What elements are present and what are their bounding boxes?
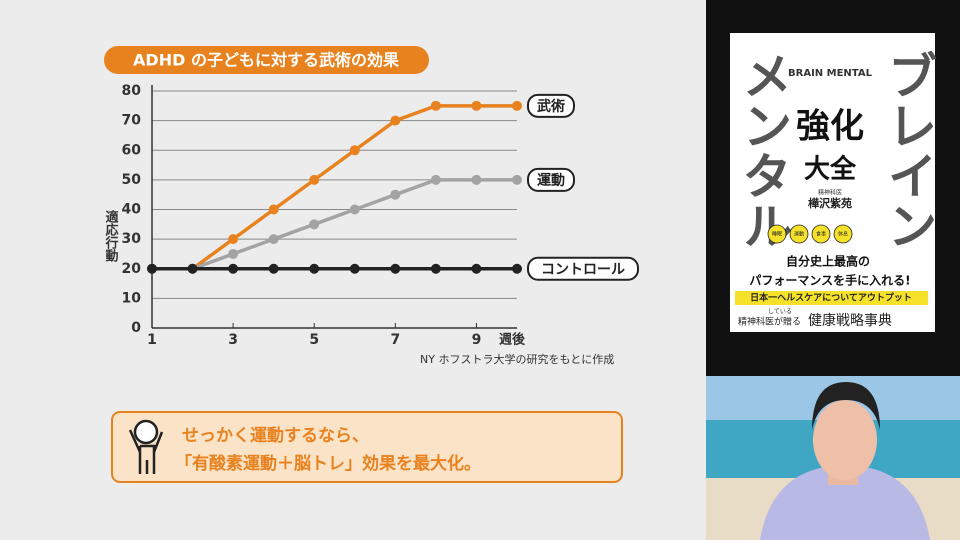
video-person-hair: [812, 382, 880, 430]
series-label-box: [527, 256, 639, 281]
y-tick-label: 50: [122, 172, 142, 188]
series-point: [512, 174, 522, 185]
book-tag: 睡眠: [772, 231, 782, 238]
series-point: [147, 263, 157, 274]
series-point: [228, 248, 239, 259]
series-line: [152, 178, 517, 271]
book-author-role: 精神科医: [818, 189, 842, 197]
series-point: [268, 234, 279, 245]
book-tag-circle: [811, 224, 831, 244]
series-point: [268, 204, 279, 215]
book-footer: 健康戦略事典: [808, 312, 892, 329]
series-point: [390, 189, 401, 200]
book-title: 大全: [804, 154, 857, 185]
x-tick-label: 3: [228, 332, 238, 348]
series-point: [309, 263, 320, 274]
y-tick-label: 80: [122, 83, 142, 99]
y-tick-label: 10: [122, 290, 142, 306]
series-point: [349, 145, 360, 156]
book-band-text: 日本一ヘルスケアについてアウトプット: [750, 292, 912, 304]
x-tick-label: 9: [472, 332, 482, 348]
series-point: [471, 263, 482, 274]
book-tag-circle: [767, 224, 787, 244]
book-tags: 睡眠 運動 食事 休息: [767, 224, 853, 244]
book-band: [735, 291, 928, 305]
y-tick-label: 20: [122, 261, 142, 277]
series-point: [349, 204, 360, 215]
series-point: [512, 100, 522, 111]
y-tick-label: 30: [122, 231, 142, 247]
series-point: [390, 115, 401, 126]
book-catch: 自分史上最高の: [786, 254, 870, 269]
book-big-text: ブレイン: [880, 50, 938, 250]
series-point: [309, 174, 320, 185]
book-tag-circle: [833, 224, 853, 244]
title-pill: [104, 46, 429, 74]
y-tick-label: 40: [122, 202, 142, 218]
book-tag: 休息: [838, 231, 848, 238]
chart-title: ADHD の子どもに対する武術の効果: [133, 51, 399, 70]
book-cover: [730, 33, 935, 332]
series-point: [349, 263, 360, 274]
y-axis-label: 適応行動: [103, 209, 120, 263]
series-label-box: [527, 93, 575, 118]
series-label-box: [527, 167, 575, 192]
book-tag-circle: [789, 224, 809, 244]
x-axis-label: 週後: [499, 332, 526, 348]
series-point: [471, 100, 482, 111]
legend-label: コントロール: [541, 262, 625, 278]
x-tick-label: 5: [309, 332, 319, 348]
series-point: [512, 263, 522, 274]
series-point: [471, 174, 482, 185]
book-brand: BRAIN MENTAL: [788, 68, 873, 79]
book-catch: パフォーマンスを手に入れる!: [749, 273, 910, 288]
callout-line: 「有酸素運動＋脳トレ」効果を最大化。: [175, 453, 481, 474]
callout-line: せっかく運動するなら、: [182, 425, 369, 446]
y-tick-label: 0: [131, 320, 141, 336]
source-note: NY ホフストラ大学の研究をもとに作成: [420, 352, 614, 366]
legend-label: 武術: [537, 98, 565, 115]
x-tick-label: 7: [390, 332, 400, 348]
series-point: [430, 100, 441, 111]
book-author: 樺沢紫苑: [808, 196, 852, 210]
series-point: [309, 219, 320, 230]
x-tick-label: 1: [147, 332, 157, 348]
legend-label: 運動: [537, 172, 565, 189]
series-line: [152, 104, 517, 271]
y-tick-label: 60: [122, 142, 142, 158]
video-person-face: [813, 400, 877, 480]
callout-icon: [128, 419, 164, 474]
book-title: 強化: [796, 107, 864, 147]
book-big-text: メンタル: [735, 50, 793, 250]
series-point: [228, 263, 239, 274]
series-point: [187, 263, 198, 274]
series-point: [430, 263, 441, 274]
y-tick-label: 70: [122, 113, 142, 129]
book-tag: 運動: [794, 231, 804, 238]
series-point: [228, 234, 239, 245]
book-footer: 精神科医が贈る: [738, 316, 801, 328]
series-point: [268, 263, 279, 274]
book-small: している: [768, 309, 792, 316]
book-tag: 食事: [816, 231, 826, 238]
callout-box: [111, 411, 623, 483]
video-person-body: [760, 468, 930, 540]
series-point: [390, 263, 401, 274]
series-point: [430, 174, 441, 185]
